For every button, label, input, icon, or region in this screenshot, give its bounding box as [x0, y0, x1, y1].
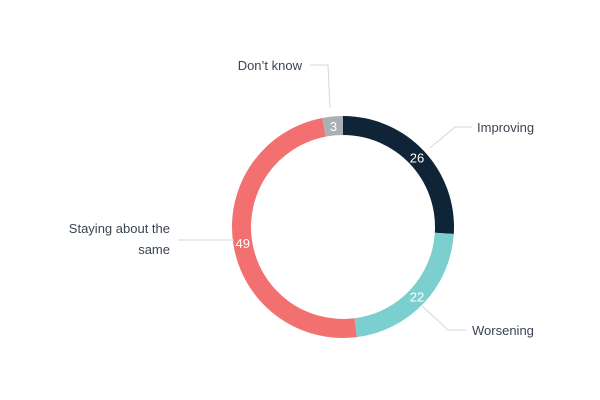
category-label-line: Worsening [472, 323, 534, 338]
category-labels: Improving Worsening Staying about the same D… [69, 58, 534, 338]
slice-don-t-know [322, 116, 343, 137]
leader-lines [178, 64, 472, 331]
slice-value-worsening: 22 [410, 289, 424, 304]
leader-line-worsening [421, 305, 466, 331]
slice-value-improving: 26 [410, 151, 424, 166]
category-label-improving: Improving [477, 120, 534, 135]
donut-slices [232, 116, 454, 338]
leader-line-don-t-know [310, 64, 331, 109]
category-label-staying-about-the-same: Staying about the same [69, 221, 170, 257]
category-label-worsening: Worsening [472, 323, 534, 338]
slice-value-staying-about-the-same: 49 [236, 236, 250, 251]
category-label-line: same [138, 242, 170, 257]
slice-staying-about-the-same [232, 117, 357, 338]
category-label-line: Don’t know [238, 58, 303, 73]
category-label-don-t-know: Don’t know [238, 58, 303, 73]
category-label-line: Improving [477, 120, 534, 135]
slice-worsening [354, 232, 454, 338]
slice-improving [343, 116, 454, 234]
category-label-line: Staying about the [69, 221, 170, 236]
leader-line-improving [429, 126, 472, 149]
slice-value-labels: 26 22 49 3 [236, 119, 425, 305]
slice-value-don-t-know: 3 [330, 119, 337, 134]
